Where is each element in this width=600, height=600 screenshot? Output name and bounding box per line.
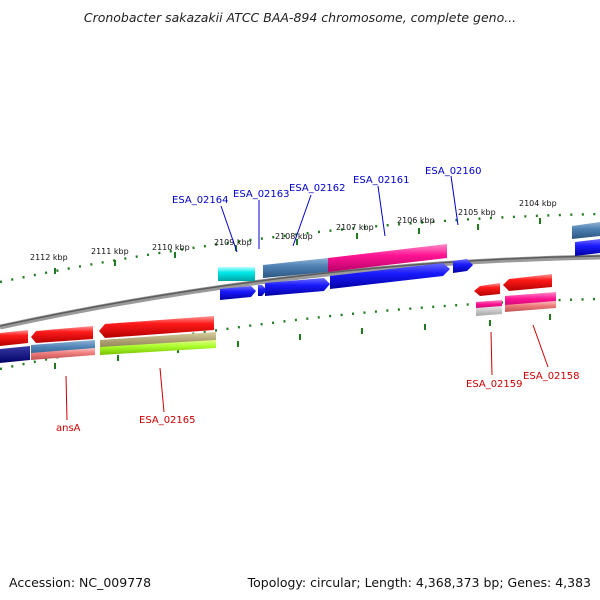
feature-blue-arrow[interactable] bbox=[330, 263, 450, 289]
feature-blue-arrow[interactable] bbox=[265, 278, 330, 296]
tick-label: 2107 kbp bbox=[336, 223, 374, 232]
accession-text: Accession: NC_009778 bbox=[9, 575, 152, 590]
gene-label[interactable]: ESA_02158 bbox=[523, 371, 580, 382]
feature-pink-gene[interactable] bbox=[505, 301, 556, 312]
gene-label[interactable]: ESA_02159 bbox=[466, 379, 523, 390]
feature-navy-gene[interactable] bbox=[0, 346, 30, 363]
gene-label[interactable]: ESA_02162 bbox=[289, 183, 346, 194]
backbone-outer bbox=[0, 254, 600, 330]
gene-label[interactable]: ESA_02165 bbox=[139, 415, 196, 426]
feature-lime-gene[interactable] bbox=[100, 340, 216, 355]
tick-label: 2108 kbp bbox=[275, 232, 313, 241]
backbone-inner bbox=[0, 255, 600, 327]
gene-label[interactable]: ansA bbox=[56, 423, 81, 434]
feature-grey-gene[interactable] bbox=[476, 306, 502, 316]
tick-label: 2112 kbp bbox=[30, 253, 68, 262]
tick-labels: 2112 kbp 2111 kbp 2110 kbp 2109 kbp 2108… bbox=[30, 199, 557, 262]
lower-major-ticks bbox=[54, 314, 551, 369]
leader-line bbox=[377, 185, 386, 237]
feature-red-arrow[interactable] bbox=[99, 316, 214, 338]
feature-steel-gene[interactable] bbox=[263, 258, 328, 278]
gene-label[interactable]: ESA_02161 bbox=[353, 175, 410, 186]
tick-label: 2106 kbp bbox=[397, 216, 435, 225]
feature-magenta-gene[interactable] bbox=[328, 244, 447, 272]
leader-line bbox=[292, 194, 312, 247]
feature-cyan-gene[interactable] bbox=[218, 267, 255, 281]
gene-label[interactable]: ESA_02164 bbox=[172, 195, 229, 206]
feature-steel-gene-edge[interactable] bbox=[572, 222, 600, 239]
upper-major-ticks bbox=[54, 218, 541, 274]
feature-red-gene-edge[interactable] bbox=[0, 330, 28, 346]
gene-label[interactable]: ESA_02163 bbox=[233, 189, 290, 200]
tick-label: 2105 kbp bbox=[458, 208, 496, 217]
lower-feature-track bbox=[0, 274, 556, 363]
feature-red-arrow[interactable] bbox=[503, 274, 552, 291]
bottom-label-leaders bbox=[65, 324, 549, 421]
leader-line bbox=[532, 324, 549, 368]
feature-blue-arrow-edge[interactable] bbox=[575, 239, 600, 256]
top-gene-labels: ESA_02164 ESA_02163 ESA_02162 ESA_02161 … bbox=[172, 166, 482, 206]
tick-label: 2109 kbp bbox=[214, 238, 252, 247]
top-label-leaders bbox=[220, 175, 459, 253]
bottom-gene-labels: ansA ESA_02165 ESA_02159 ESA_02158 bbox=[56, 371, 580, 434]
gene-label[interactable]: ESA_02160 bbox=[425, 166, 482, 177]
leader-line bbox=[65, 375, 68, 421]
tick-label: 2111 kbp bbox=[91, 247, 129, 256]
tick-label: 2110 kbp bbox=[152, 243, 190, 252]
leader-line bbox=[450, 175, 459, 226]
feature-blue-arrow[interactable] bbox=[220, 286, 256, 300]
feature-blue-arrow-small[interactable] bbox=[258, 285, 267, 296]
map-title: Cronobacter sakazakii ATCC BAA-894 chrom… bbox=[83, 10, 517, 25]
topology-summary-text: Topology: circular; Length: 4,368,373 bp… bbox=[247, 575, 591, 590]
feature-red-arrow[interactable] bbox=[31, 326, 93, 343]
leader-line bbox=[220, 205, 238, 253]
feature-pink-gene[interactable] bbox=[31, 348, 95, 360]
feature-blue-arrow-small[interactable] bbox=[453, 259, 473, 273]
feature-red-arrow-small[interactable] bbox=[474, 283, 500, 296]
leader-line bbox=[490, 331, 493, 376]
upper-feature-track bbox=[218, 222, 600, 300]
tick-label: 2104 kbp bbox=[519, 199, 557, 208]
leader-line bbox=[159, 367, 165, 413]
